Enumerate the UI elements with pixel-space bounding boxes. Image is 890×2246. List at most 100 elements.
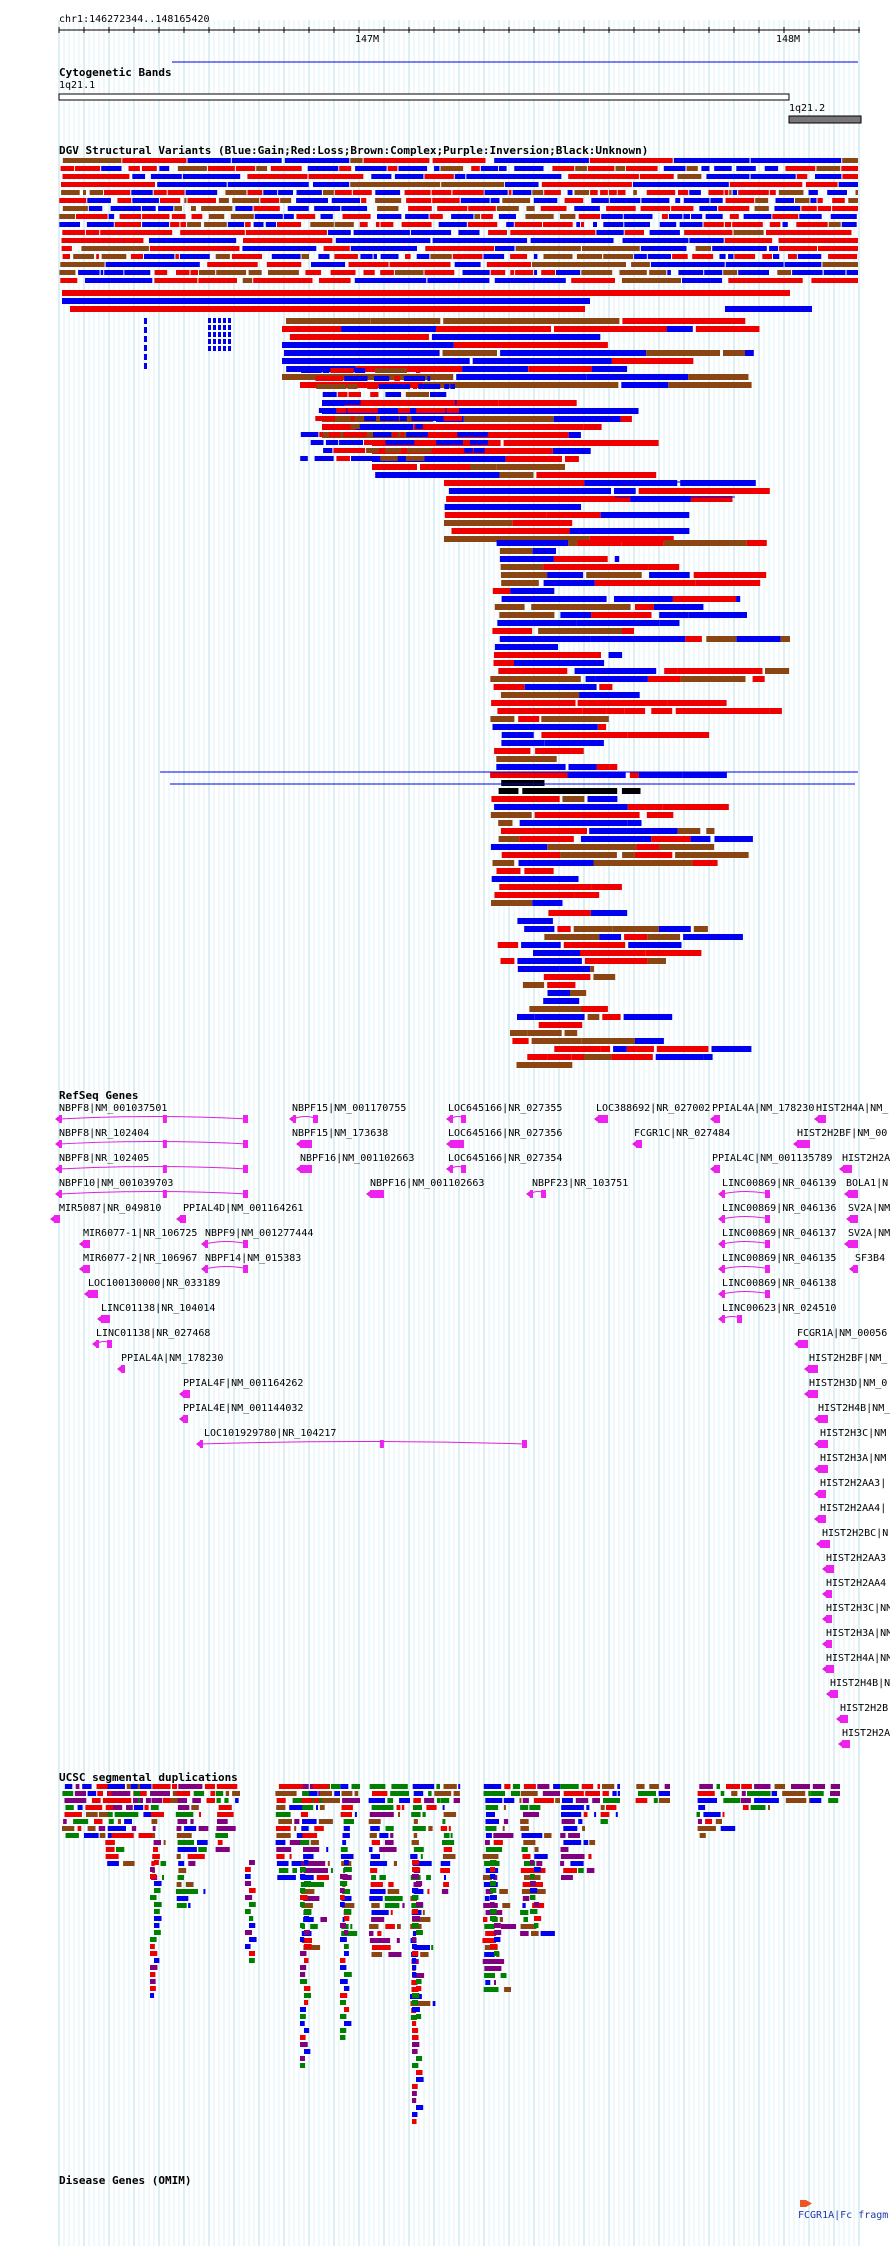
dgv-variant[interactable] <box>245 230 327 235</box>
gene-exon[interactable] <box>541 1190 546 1198</box>
dgv-variant[interactable] <box>444 480 585 486</box>
segdup-feature[interactable] <box>530 1874 535 1879</box>
dgv-variant[interactable] <box>375 222 380 227</box>
dgv-variant[interactable] <box>488 432 497 437</box>
segdup-feature[interactable] <box>563 1826 578 1831</box>
segdup-feature[interactable] <box>810 1791 824 1796</box>
dgv-variant[interactable] <box>491 876 554 882</box>
dgv-variant[interactable] <box>62 254 70 259</box>
segdup-feature[interactable] <box>341 1805 353 1810</box>
dgv-variant[interactable] <box>706 636 737 642</box>
segdup-feature[interactable] <box>443 1833 450 1838</box>
dgv-variant[interactable] <box>623 1014 673 1020</box>
segdup-feature[interactable] <box>561 1875 573 1880</box>
segdup-feature[interactable] <box>432 2001 436 2006</box>
dgv-variant[interactable] <box>543 564 649 570</box>
dgv-variant[interactable] <box>284 158 350 163</box>
segdup-feature[interactable] <box>560 1854 585 1859</box>
dgv-variant[interactable] <box>634 852 673 858</box>
segdup-feature[interactable] <box>154 1930 161 1935</box>
dgv-variant[interactable] <box>263 190 278 195</box>
segdup-feature[interactable] <box>316 1875 329 1880</box>
segdup-feature[interactable] <box>145 1798 151 1803</box>
segdup-feature[interactable] <box>204 1784 215 1789</box>
dgv-variant[interactable] <box>247 190 263 195</box>
segdup-feature[interactable] <box>531 1931 539 1936</box>
segdup-feature[interactable] <box>154 1923 160 1928</box>
segdup-feature[interactable] <box>699 1784 713 1789</box>
segdup-feature[interactable] <box>377 1931 382 1936</box>
dgv-variant[interactable] <box>564 1030 578 1036</box>
segdup-feature[interactable] <box>178 1868 187 1873</box>
dgv-variant[interactable] <box>182 174 241 179</box>
dgv-variant[interactable] <box>635 1038 664 1044</box>
dgv-variant[interactable] <box>517 1014 535 1020</box>
segdup-feature[interactable] <box>720 1826 736 1831</box>
dgv-variant[interactable] <box>659 612 689 618</box>
dgv-variant[interactable] <box>650 262 725 267</box>
segdup-feature[interactable] <box>217 1819 228 1824</box>
segdup-feature[interactable] <box>300 1812 308 1817</box>
dgv-variant[interactable] <box>490 270 506 275</box>
dgv-variant[interactable] <box>319 432 323 437</box>
dgv-variant[interactable] <box>830 214 857 219</box>
segdup-feature[interactable] <box>138 1833 155 1838</box>
dgv-variant[interactable] <box>581 246 640 251</box>
dgv-variant[interactable] <box>62 206 88 211</box>
segdup-feature[interactable] <box>300 2007 306 2012</box>
segdup-feature[interactable] <box>62 1826 75 1831</box>
segdup-feature[interactable] <box>697 1826 716 1831</box>
segdup-feature[interactable] <box>276 1854 285 1859</box>
dgv-variant[interactable] <box>501 580 539 586</box>
dgv-variant[interactable] <box>567 772 626 778</box>
segdup-feature[interactable] <box>188 1903 191 1908</box>
dgv-variant[interactable] <box>444 512 547 518</box>
dgv-variant[interactable] <box>227 222 245 227</box>
dgv-variant[interactable] <box>614 596 673 602</box>
segdup-feature[interactable] <box>314 1826 324 1831</box>
dgv-variant[interactable] <box>661 214 668 219</box>
dgv-variant[interactable] <box>762 254 772 259</box>
segdup-feature[interactable] <box>390 1910 393 1915</box>
dgv-variant[interactable] <box>208 325 211 330</box>
segdup-feature[interactable] <box>412 1973 425 1978</box>
gene-exon[interactable] <box>737 1315 742 1323</box>
refseq-gene-label[interactable]: HIST2H2AA4 <box>826 1578 887 1589</box>
segdup-feature[interactable] <box>448 1826 451 1831</box>
gene-exon[interactable] <box>243 1240 248 1248</box>
segdup-feature[interactable] <box>716 1784 721 1789</box>
segdup-feature[interactable] <box>828 1798 839 1803</box>
segdup-feature[interactable] <box>294 1826 297 1831</box>
dgv-variant[interactable] <box>119 214 142 219</box>
dgv-variant[interactable] <box>590 190 598 195</box>
dgv-variant[interactable] <box>351 456 380 461</box>
dgv-variant[interactable] <box>444 536 590 542</box>
refseq-gene-label[interactable]: BOLA1|N <box>846 1178 889 1189</box>
omim-feature[interactable] <box>800 2200 806 2207</box>
dgv-variant[interactable] <box>646 350 720 356</box>
segdup-feature[interactable] <box>482 1938 496 1943</box>
dgv-variant[interactable] <box>500 572 548 578</box>
dgv-variant[interactable] <box>413 424 584 430</box>
dgv-variant[interactable] <box>777 270 792 275</box>
dgv-variant[interactable] <box>300 432 319 437</box>
dgv-variant[interactable] <box>410 230 452 235</box>
dgv-variant[interactable] <box>559 966 591 972</box>
dgv-variant[interactable] <box>778 238 859 243</box>
segdup-feature[interactable] <box>249 1937 257 1942</box>
gene-exon[interactable] <box>818 1415 828 1423</box>
dgv-variant[interactable] <box>528 366 592 372</box>
segdup-feature[interactable] <box>534 1923 539 1928</box>
refseq-gene-label[interactable]: SV2A|NM <box>848 1228 890 1239</box>
dgv-variant[interactable] <box>399 416 407 421</box>
segdup-feature[interactable] <box>388 1882 394 1887</box>
dgv-variant[interactable] <box>105 262 200 267</box>
dgv-variant[interactable] <box>432 238 528 243</box>
dgv-variant[interactable] <box>313 182 350 187</box>
dgv-variant[interactable] <box>472 358 612 364</box>
segdup-feature[interactable] <box>344 1986 350 1991</box>
dgv-variant[interactable] <box>609 198 641 203</box>
segdup-feature[interactable] <box>664 1784 670 1789</box>
segdup-feature[interactable] <box>300 1902 305 1907</box>
